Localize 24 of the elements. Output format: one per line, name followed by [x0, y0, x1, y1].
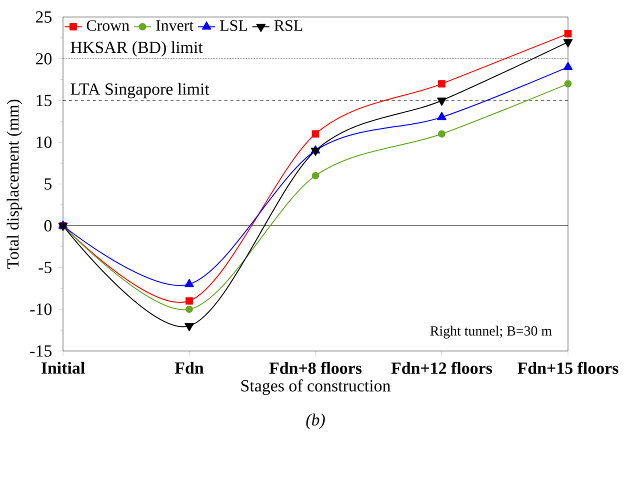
y-tick-label: 25	[36, 11, 52, 23]
x-tick-label: Fdn+8 floors	[269, 362, 362, 374]
text: (b)	[306, 414, 325, 429]
x-tick-label: Fdn+12 floors	[391, 362, 492, 374]
ref-line-label: LTA Singapore limit	[70, 82, 210, 98]
legend-label: LSL	[220, 20, 247, 31]
annotation: Right tunnel; B=30 m	[430, 326, 552, 338]
x-tick-label: Initial	[41, 362, 85, 374]
y-tick-label: 10	[36, 136, 52, 148]
y-tick-label: 15	[36, 94, 52, 106]
x-tick-label: Fdn	[174, 362, 204, 374]
y-tick-label: -15	[30, 345, 52, 357]
y-tick-label: 20	[36, 53, 52, 64]
legend-label: RSL	[274, 20, 302, 31]
y-tick-label: -10	[30, 304, 52, 315]
x-axis-title: Stages of construction	[241, 379, 391, 396]
y-axis-title: Total displacement (mm)	[6, 100, 22, 269]
legend-label: Invert	[156, 20, 194, 31]
y-tick-label: 0	[44, 220, 52, 232]
y-tick-label: 5	[44, 178, 52, 190]
ref-line-label: HKSAR (BD) limit	[70, 41, 203, 57]
y-tick-label: -5	[38, 262, 52, 274]
legend-label: Crown	[86, 20, 130, 31]
x-tick-label: Fdn+15 floors	[518, 362, 618, 374]
